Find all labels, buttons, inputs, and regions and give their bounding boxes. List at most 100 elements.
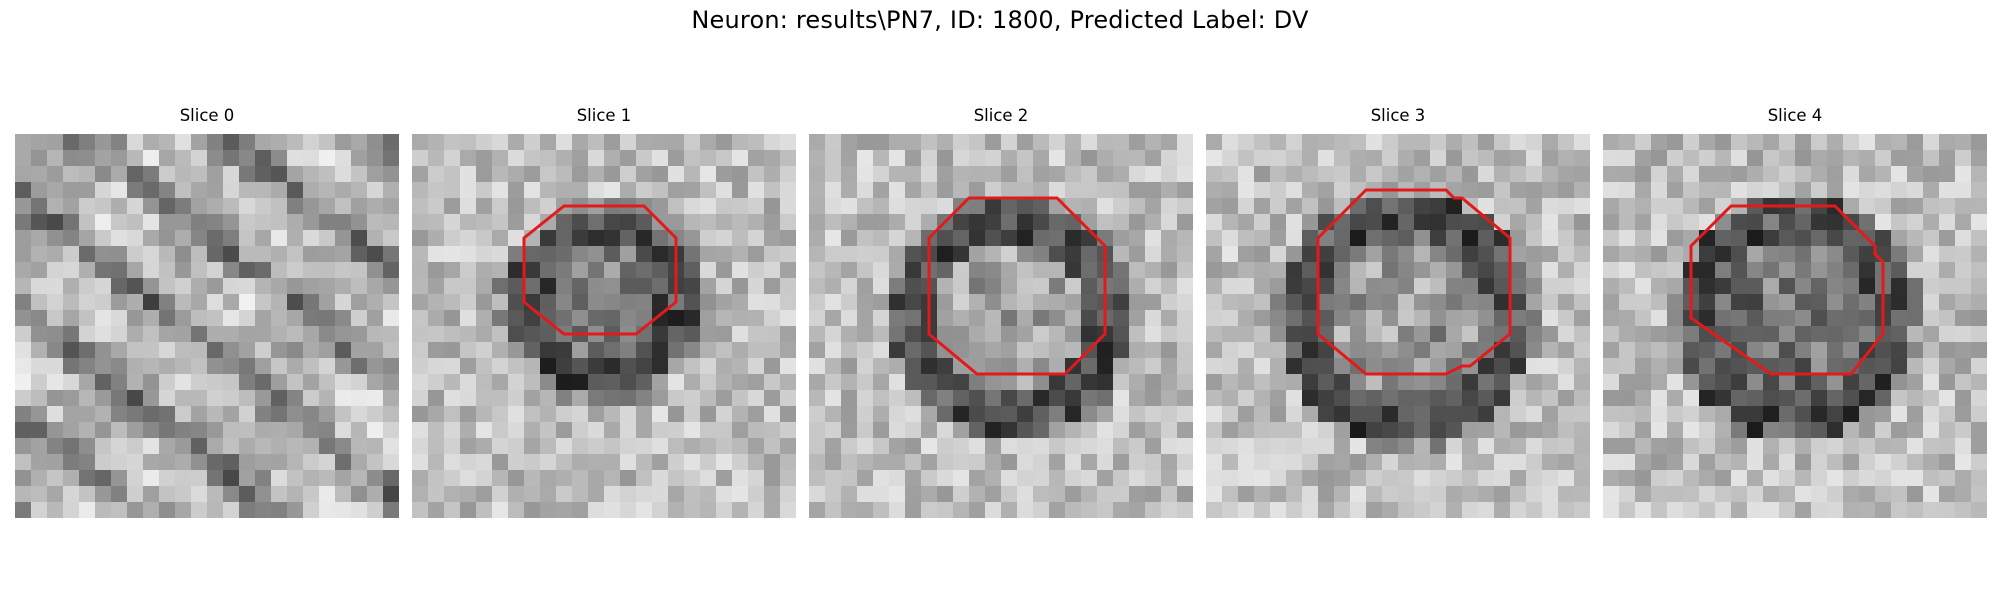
- pixel: [1097, 198, 1114, 215]
- pixel: [1603, 390, 1620, 407]
- pixel: [1129, 246, 1146, 263]
- pixel: [953, 150, 970, 167]
- pixel: [63, 390, 80, 407]
- pixel: [1843, 486, 1860, 503]
- pixel: [1875, 166, 1892, 183]
- pixel: [1001, 246, 1018, 263]
- pixel: [524, 374, 541, 391]
- pixel: [1731, 326, 1748, 343]
- pixel: [1017, 374, 1034, 391]
- pixel: [1238, 150, 1255, 167]
- pixel: [15, 230, 32, 247]
- pixel: [15, 502, 32, 518]
- pixel: [1494, 358, 1511, 375]
- pixel: [588, 422, 605, 439]
- pixel: [31, 278, 48, 295]
- pixel: [825, 278, 842, 295]
- pixel: [319, 278, 336, 295]
- pixel: [1875, 358, 1892, 375]
- pixel: [873, 374, 890, 391]
- pixel: [1302, 486, 1319, 503]
- pixel: [1017, 214, 1034, 231]
- pixel: [857, 182, 874, 199]
- pixel: [572, 294, 589, 311]
- pixel: [524, 438, 541, 455]
- pixel: [1446, 166, 1463, 183]
- pixel: [303, 422, 320, 439]
- pixel: [1635, 134, 1652, 151]
- pixel: [953, 486, 970, 503]
- pixel: [572, 502, 589, 518]
- pixel: [1763, 150, 1780, 167]
- pixel: [175, 342, 192, 359]
- pixel: [1635, 230, 1652, 247]
- pixel: [143, 246, 160, 263]
- pixel: [1318, 262, 1335, 279]
- pixel: [1859, 246, 1876, 263]
- pixel: [1699, 470, 1716, 487]
- pixel: [111, 390, 128, 407]
- pixel: [748, 470, 765, 487]
- pixel: [1270, 326, 1287, 343]
- pixel: [1366, 230, 1383, 247]
- pixel: [351, 294, 368, 311]
- pixel: [937, 246, 954, 263]
- pixel: [1526, 294, 1543, 311]
- pixel: [1238, 470, 1255, 487]
- pixel: [1667, 182, 1684, 199]
- pixel: [1017, 422, 1034, 439]
- segmentation-contour: [1316, 188, 1512, 376]
- pixel: [1635, 406, 1652, 423]
- pixel: [239, 150, 256, 167]
- pixel: [1619, 150, 1636, 167]
- pixel: [1462, 310, 1479, 327]
- pixel: [207, 374, 224, 391]
- pixel: [1017, 326, 1034, 343]
- pixel: [1049, 214, 1066, 231]
- pixel: [1318, 310, 1335, 327]
- pixel: [588, 310, 605, 327]
- pixel: [460, 214, 477, 231]
- pixel: [508, 406, 525, 423]
- pixel: [351, 166, 368, 183]
- pixel: [1286, 182, 1303, 199]
- pixel: [873, 326, 890, 343]
- pixel: [335, 342, 352, 359]
- pixel: [127, 390, 144, 407]
- pixel: [873, 294, 890, 311]
- pixel: [143, 454, 160, 471]
- pixel: [1747, 230, 1764, 247]
- pixel: [953, 166, 970, 183]
- pixel: [572, 374, 589, 391]
- pixel: [1446, 182, 1463, 199]
- pixel: [1049, 422, 1066, 439]
- pixel: [921, 486, 938, 503]
- pixel: [1542, 246, 1559, 263]
- pixel: [1254, 246, 1271, 263]
- pixel: [857, 470, 874, 487]
- pixel: [1081, 134, 1098, 151]
- pixel: [809, 310, 826, 327]
- pixel: [1302, 214, 1319, 231]
- pixel: [620, 246, 637, 263]
- pixel: [668, 454, 685, 471]
- pixel: [588, 262, 605, 279]
- pixel: [953, 214, 970, 231]
- pixel: [159, 358, 176, 375]
- pixel: [319, 454, 336, 471]
- pixel: [873, 150, 890, 167]
- pixel: [1859, 310, 1876, 327]
- pixel: [668, 182, 685, 199]
- pixel: [1907, 358, 1924, 375]
- pixel: [1065, 214, 1082, 231]
- pixel: [1763, 246, 1780, 263]
- pixel: [1414, 310, 1431, 327]
- pixel: [255, 358, 272, 375]
- pixel: [1843, 438, 1860, 455]
- pixel: [1939, 310, 1956, 327]
- pixel: [207, 230, 224, 247]
- pixel: [1318, 358, 1335, 375]
- pixel: [1510, 406, 1527, 423]
- pixel: [748, 214, 765, 231]
- pixel: [1177, 486, 1193, 503]
